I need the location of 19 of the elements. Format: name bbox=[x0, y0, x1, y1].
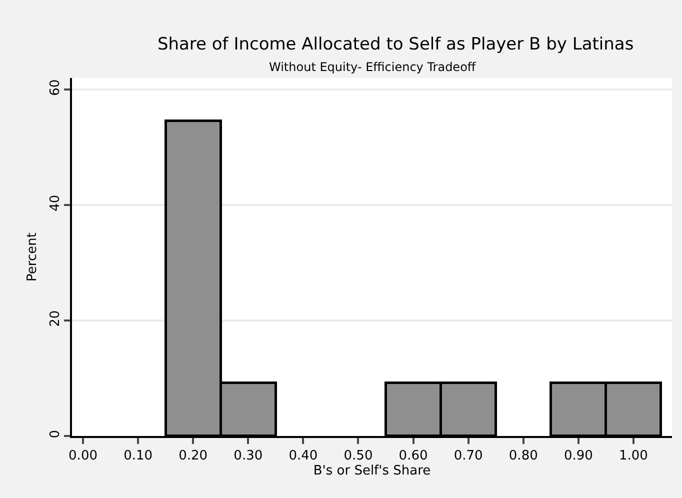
x-tick-label: 0.20 bbox=[178, 448, 208, 464]
x-tick-label: 0.60 bbox=[398, 448, 428, 464]
x-tick-label: 0.00 bbox=[68, 448, 98, 464]
y-axis-title: Percent bbox=[25, 232, 40, 282]
y-tick-label: 60 bbox=[48, 79, 63, 96]
x-tick-label: 0.70 bbox=[454, 448, 483, 464]
x-tick-label: 0.30 bbox=[234, 448, 263, 464]
chart-title: Share of Income Allocated to Self as Player B by Latinas bbox=[157, 34, 634, 54]
x-tick-label: 0.90 bbox=[564, 448, 593, 464]
y-tick-label: 40 bbox=[48, 194, 63, 212]
x-tick-label: 0.10 bbox=[124, 448, 153, 464]
x-axis-title: B's or Self's Share bbox=[313, 464, 431, 479]
y-tick-label: 20 bbox=[48, 310, 63, 327]
x-tick-label: 1.00 bbox=[618, 448, 648, 464]
y-tick-label: 0 bbox=[48, 430, 63, 438]
x-tick-label: 0.80 bbox=[508, 448, 538, 464]
x-tick-label: 0.40 bbox=[288, 448, 318, 464]
chart-subtitle: Without Equity- Efficiency Tradeoff bbox=[269, 60, 476, 74]
x-tick-label: 0.50 bbox=[344, 448, 373, 464]
